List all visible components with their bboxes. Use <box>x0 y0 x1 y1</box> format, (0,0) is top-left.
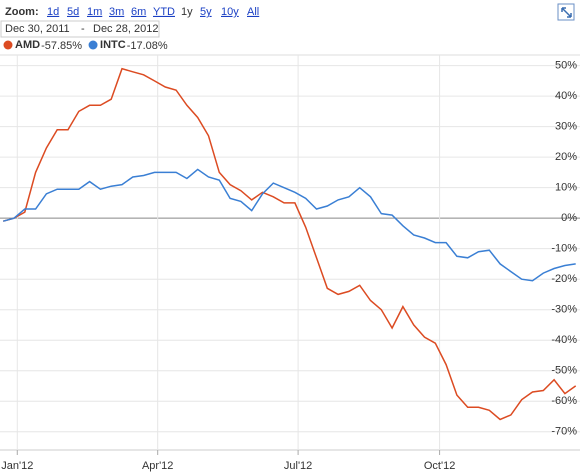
y-tick-label: -60% <box>551 395 577 407</box>
range-link[interactable]: 1m <box>87 6 102 18</box>
y-tick-label: 50% <box>555 60 577 72</box>
y-tick-label: 20% <box>555 151 577 163</box>
legend-change: -57.85% <box>41 40 82 52</box>
legend-marker <box>3 40 13 50</box>
range-link[interactable]: YTD <box>153 6 175 18</box>
y-tick-label: 30% <box>555 121 577 133</box>
expand-icon-arrow <box>561 7 572 18</box>
date-from[interactable]: Dec 30, 2011 <box>5 23 70 35</box>
x-tick-label: Apr'12 <box>142 460 173 472</box>
series-line <box>2 67 577 421</box>
range-link: 1y <box>181 6 193 18</box>
date-separator: - <box>81 23 85 35</box>
x-tick-label: Jul'12 <box>284 460 312 472</box>
y-tick-label: -50% <box>551 365 577 377</box>
y-tick-label: 10% <box>555 182 577 194</box>
legend-name: INTC <box>100 39 126 51</box>
x-tick-label: Jan'12 <box>1 460 33 472</box>
y-tick-label: -70% <box>551 426 577 438</box>
range-link[interactable]: 6m <box>131 6 146 18</box>
y-tick-label: -30% <box>551 304 577 316</box>
y-tick-label: -40% <box>551 334 577 346</box>
legend-change: -17.08% <box>127 40 168 52</box>
legend-name: AMD <box>15 39 40 51</box>
y-tick-label: 40% <box>555 90 577 102</box>
range-link[interactable]: All <box>247 6 259 18</box>
y-tick-label: -10% <box>551 243 577 255</box>
range-link[interactable]: 1d <box>47 6 59 18</box>
range-link[interactable]: 5d <box>67 6 79 18</box>
range-link[interactable]: 5y <box>200 6 212 18</box>
x-tick-label: Oct'12 <box>424 460 455 472</box>
range-link[interactable]: 10y <box>221 6 239 18</box>
date-range-box[interactable] <box>0 20 160 38</box>
y-tick-label: -20% <box>551 273 577 285</box>
date-to[interactable]: Dec 28, 2012 <box>93 23 158 35</box>
expand-icon[interactable] <box>557 3 575 21</box>
legend-marker <box>88 40 98 50</box>
y-tick-label: 0% <box>561 212 577 224</box>
range-link[interactable]: 3m <box>109 6 124 18</box>
series-line <box>2 168 576 282</box>
zoom-label: Zoom: <box>5 6 39 18</box>
